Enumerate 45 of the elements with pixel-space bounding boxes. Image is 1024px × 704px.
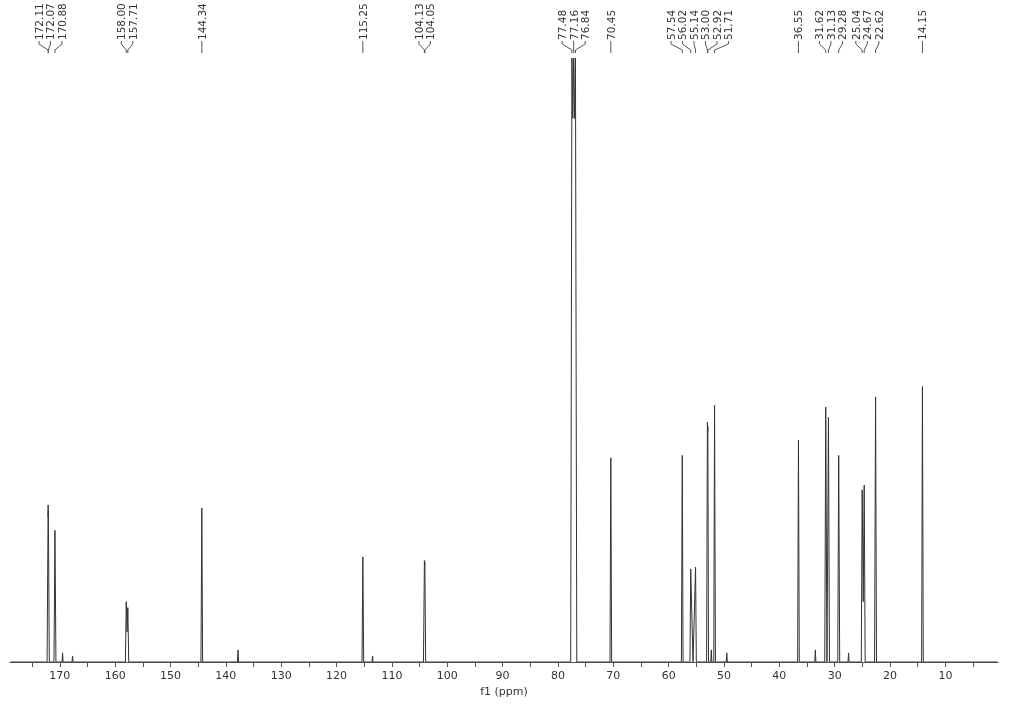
annotation: 77.16 — [567, 9, 580, 40]
x-tick-label: 90 — [495, 669, 510, 682]
x-tick-label: 120 — [326, 669, 348, 682]
x-tick-label: 50 — [717, 669, 732, 682]
x-tick-label: 80 — [550, 669, 565, 682]
x-axis-title: f1 (ppm) — [480, 685, 528, 698]
x-tick-label: 150 — [160, 669, 182, 682]
annotation: 76.84 — [579, 9, 592, 40]
annotation: 52.92 — [710, 9, 723, 40]
annotation: 25.04 — [849, 9, 862, 40]
annotation: 36.55 — [792, 9, 805, 40]
annotation: 22.62 — [872, 9, 885, 40]
annotation: 57.54 — [664, 9, 677, 40]
x-tick-label: 60 — [661, 669, 676, 682]
annotation: 51.71 — [722, 9, 735, 40]
x-tick-label: 40 — [772, 669, 787, 682]
x-tick-label: 10 — [938, 669, 953, 682]
annotation: 77.48 — [556, 9, 569, 40]
x-tick-label: 20 — [883, 669, 898, 682]
x-tick-label: 170 — [49, 669, 71, 682]
annotation: 170.88 — [55, 3, 68, 40]
x-tick-label: 140 — [215, 669, 237, 682]
annotation: 56.02 — [676, 9, 689, 40]
annotation: 157.71 — [126, 3, 139, 40]
x-tick-label: 130 — [270, 669, 292, 682]
annotation: 158.00 — [115, 3, 128, 40]
annotation: 104.13 — [412, 3, 425, 40]
annotation: 31.13 — [824, 9, 837, 40]
x-tick-label: 110 — [381, 669, 403, 682]
x-tick-label: 30 — [827, 669, 842, 682]
annotation: 31.62 — [813, 9, 826, 40]
x-tick-label: 160 — [104, 669, 126, 682]
annotation: 29.28 — [836, 9, 849, 40]
annotation: 53.00 — [699, 9, 712, 40]
annotation: 144.34 — [195, 2, 208, 40]
x-tick-label: 100 — [436, 669, 458, 682]
annotation: 115.25 — [356, 3, 369, 40]
x-tick-label: 70 — [606, 669, 621, 682]
annotation: 172.07 — [44, 3, 57, 40]
annotation: 70.45 — [604, 9, 617, 40]
annotation: 24.67 — [861, 9, 874, 40]
annotation: 14.15 — [916, 9, 929, 40]
annotation: 172.11 — [32, 3, 45, 40]
annotation: 104.05 — [424, 3, 437, 40]
annotation: 55.14 — [687, 9, 700, 40]
